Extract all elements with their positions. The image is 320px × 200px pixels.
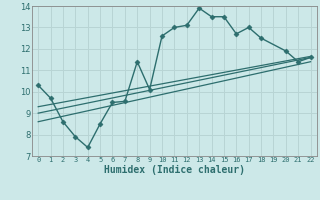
X-axis label: Humidex (Indice chaleur): Humidex (Indice chaleur) <box>104 165 245 175</box>
